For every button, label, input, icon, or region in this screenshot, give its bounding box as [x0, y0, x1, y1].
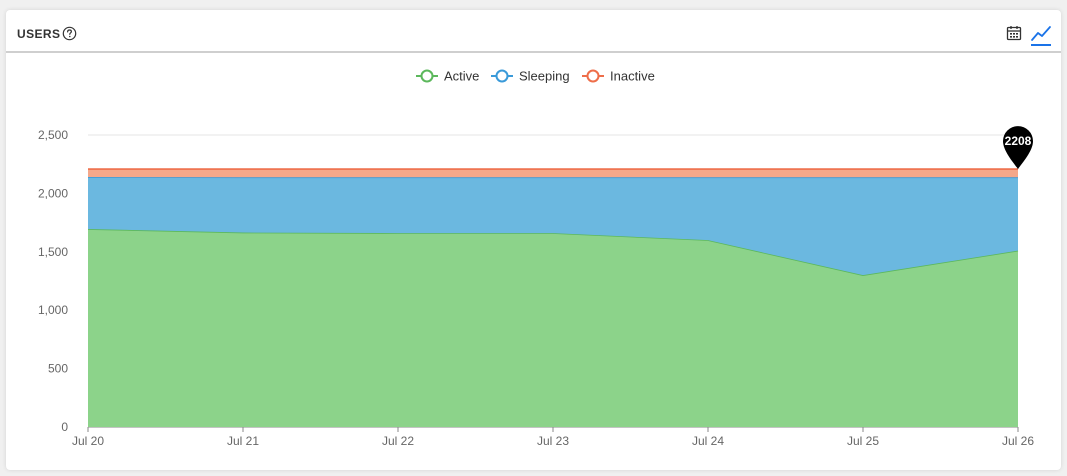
- legend-label: Active: [444, 69, 479, 84]
- legend-marker: [495, 69, 509, 83]
- x-tick-label: Jul 23: [537, 434, 569, 448]
- toggle-underline: [1031, 44, 1051, 46]
- legend-item-active[interactable]: Active: [416, 69, 479, 84]
- y-tick-label: 0: [61, 420, 68, 434]
- legend-label: Inactive: [610, 69, 655, 84]
- legend[interactable]: Active Sleeping Inactive: [416, 69, 655, 84]
- x-tick-label: Jul 21: [227, 434, 259, 448]
- legend-item-sleeping[interactable]: Sleeping: [491, 69, 570, 84]
- y-tick-label: 2,000: [38, 186, 68, 200]
- legend-marker: [420, 69, 434, 83]
- line-chart-icon: [1031, 26, 1051, 41]
- area-inactive: [88, 169, 1018, 178]
- x-tick-label: Jul 22: [382, 434, 414, 448]
- y-tick-label: 1,000: [38, 303, 68, 317]
- card-header: USERS: [6, 10, 1061, 53]
- area-sleeping: [88, 177, 1018, 276]
- x-tick-label: Jul 20: [72, 434, 104, 448]
- users-area-chart: 0 500 1,000 1,500 2,000 2,500 Jul 20 Jul 21 Jul …: [38, 69, 1034, 449]
- chart-areas: [87, 168, 1019, 427]
- line-chart-toggle[interactable]: [1030, 23, 1052, 46]
- calendar-icon[interactable]: [1006, 25, 1022, 41]
- card-title: USERS: [17, 27, 61, 41]
- value-marker: 2208: [1003, 126, 1033, 170]
- axes: 0 500 1,000 1,500 2,000 2,500 Jul 20 Jul 21 Jul …: [38, 128, 1034, 448]
- y-tick-label: 500: [48, 362, 68, 376]
- x-tick-label: Jul 25: [847, 434, 879, 448]
- question-circle-icon[interactable]: [62, 26, 77, 41]
- marker-pin: [1003, 126, 1033, 170]
- y-tick-label: 1,500: [38, 245, 68, 259]
- area-active: [88, 229, 1018, 427]
- x-tick-label: Jul 26: [1002, 434, 1034, 448]
- x-tick-label: Jul 24: [692, 434, 724, 448]
- legend-label: Sleeping: [519, 69, 570, 84]
- legend-item-inactive[interactable]: Inactive: [582, 69, 655, 84]
- y-tick-label: 2,500: [38, 128, 68, 142]
- users-card: USERS 0 500 1,000 1,500 2,000 2,5: [6, 10, 1061, 470]
- legend-marker: [586, 69, 600, 83]
- marker-label: 2208: [1005, 134, 1032, 148]
